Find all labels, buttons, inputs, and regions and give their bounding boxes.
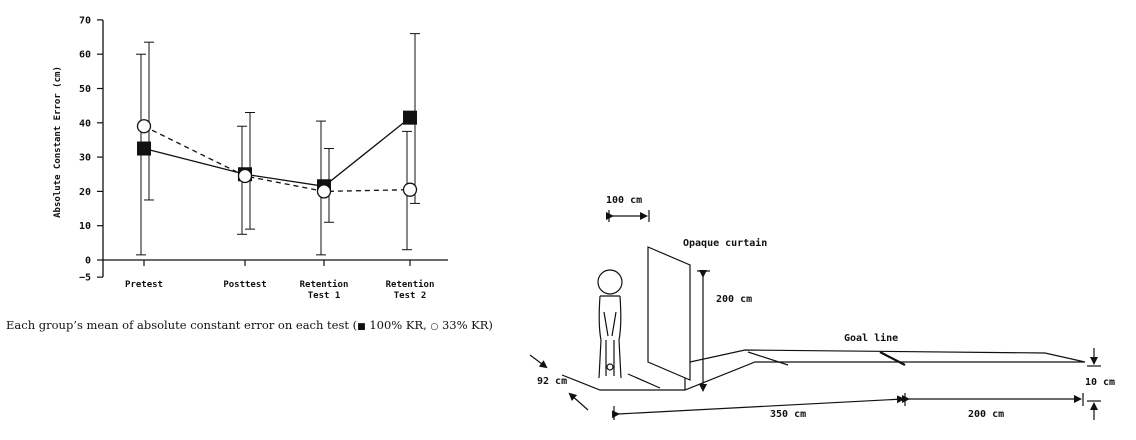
distance-350-dimension [611,395,905,419]
series-line [143,117,411,187]
caption-label-33: 33% KR [441,318,489,332]
apparatus-diagram [529,210,1101,420]
caption-separator: , [423,318,427,332]
caption-text: Each group’s mean of absolute constant e… [6,318,358,332]
person-figure [597,269,623,379]
data-point [403,110,417,125]
floor-stripe-1 [627,373,661,389]
y-tick-label: 70 [79,15,91,26]
floor-width-arrow-bottom [568,392,589,411]
data-point [402,182,418,197]
data-point [136,119,152,134]
floor-stripe-2 [747,351,789,366]
goal-line-label: Goal line [844,332,898,344]
x-tick-label: Retention Test 1 [300,279,349,301]
data-point [316,184,332,199]
caption-end: ) [488,318,493,332]
y-axis-label: Absolute Constant Error (cm) [53,66,63,218]
figure-caption: Each group’s mean of absolute constant e… [6,318,546,332]
filled-square-marker: ■ [357,322,366,332]
floor-platform [561,349,1086,391]
goal-line-mark [879,351,906,366]
y-ticks: −5 0 10 20 30 40 50 60 70 [79,15,103,284]
height-label: 200 cm [716,294,752,305]
distance-350-label: 350 cm [770,409,806,420]
y-tick-label: 10 [79,221,91,232]
x-tick-label: Pretest [125,280,163,290]
y-tick-label: 20 [79,187,91,198]
caption-label-100: 100% KR [369,318,424,332]
floor-width-label: 92 cm [537,376,567,387]
y-tick-label: −5 [79,273,91,284]
data-point [137,141,151,156]
chart: −5 0 10 20 30 40 50 60 70 Pretest Posttest Retenti… [53,15,448,301]
width-label: 100 cm [606,195,642,206]
curtain-label: Opaque curtain [683,237,767,249]
series-layer [136,33,420,256]
y-tick-label: 30 [79,153,91,164]
y-tick-label: 50 [79,84,91,95]
x-tick-label: Posttest [223,280,266,290]
distance-200-label: 200 cm [968,409,1004,420]
data-point [237,168,253,184]
x-ticks: Pretest Posttest Retention Test 1 Retention T… [125,260,434,301]
step-label: 10 cm [1085,377,1115,388]
floor-width-arrow-top [529,354,548,369]
x-tick-label: Retention Test 2 [386,279,435,301]
y-tick-label: 60 [79,50,91,61]
y-tick-label: 40 [79,118,91,129]
y-tick-label: 0 [85,256,91,267]
opaque-curtain [647,246,691,381]
series-line [143,125,411,193]
open-circle-marker: ○ [430,322,439,332]
diagram-labels: 100 cm Opaque curtain 200 cm Goal line 9… [537,195,1115,420]
